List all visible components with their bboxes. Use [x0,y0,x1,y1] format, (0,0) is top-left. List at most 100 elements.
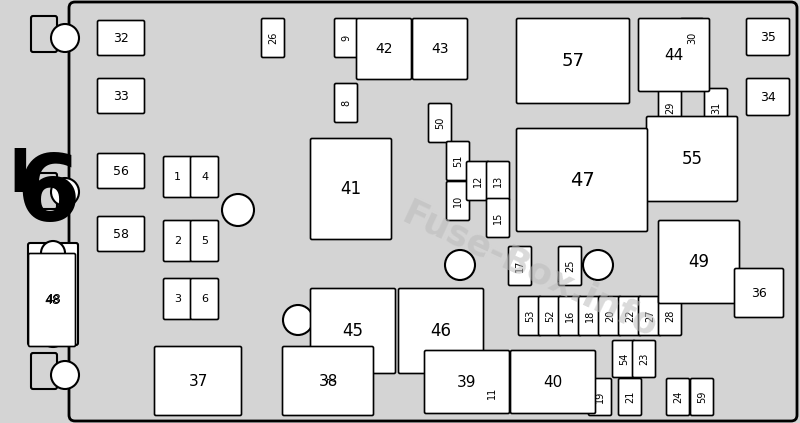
FancyBboxPatch shape [31,173,57,209]
Text: 45: 45 [342,322,363,340]
FancyBboxPatch shape [734,269,783,318]
Text: 42: 42 [375,42,393,56]
Text: 6: 6 [201,294,208,304]
Text: 32: 32 [113,31,129,44]
FancyBboxPatch shape [446,142,470,181]
Text: 13: 13 [493,175,503,187]
FancyBboxPatch shape [98,79,145,113]
FancyBboxPatch shape [598,297,622,335]
Text: 47: 47 [570,170,594,190]
FancyBboxPatch shape [690,379,714,415]
FancyBboxPatch shape [517,129,647,231]
Text: 2: 2 [174,236,181,246]
FancyBboxPatch shape [486,162,510,201]
FancyBboxPatch shape [262,19,285,58]
Text: 38: 38 [318,374,338,388]
Text: 59: 59 [697,391,707,403]
FancyBboxPatch shape [518,297,542,335]
Text: 41: 41 [341,180,362,198]
FancyBboxPatch shape [558,247,582,286]
FancyBboxPatch shape [658,88,682,127]
Text: 5: 5 [201,236,208,246]
FancyBboxPatch shape [310,288,395,374]
Circle shape [41,241,65,265]
FancyBboxPatch shape [486,198,510,237]
Text: 19: 19 [595,391,605,403]
FancyBboxPatch shape [398,288,483,374]
FancyBboxPatch shape [558,297,582,335]
FancyBboxPatch shape [282,346,374,415]
Text: 3: 3 [174,294,181,304]
FancyBboxPatch shape [334,83,358,123]
Text: 28: 28 [665,310,675,322]
Text: 18: 18 [585,310,595,322]
Text: 33: 33 [113,90,129,102]
Text: 37: 37 [188,374,208,388]
Text: 44: 44 [664,47,684,63]
FancyBboxPatch shape [509,247,531,286]
Text: 48: 48 [45,292,61,305]
FancyBboxPatch shape [633,341,655,377]
FancyBboxPatch shape [481,374,503,412]
FancyBboxPatch shape [321,360,343,399]
FancyBboxPatch shape [310,138,391,239]
FancyBboxPatch shape [429,104,451,143]
Text: 22: 22 [625,310,635,322]
FancyBboxPatch shape [646,116,738,201]
Text: 35: 35 [760,30,776,44]
Circle shape [222,194,254,226]
Text: 16: 16 [565,310,575,322]
Text: 50: 50 [435,117,445,129]
FancyBboxPatch shape [154,346,242,415]
FancyBboxPatch shape [190,278,218,319]
Text: 31: 31 [711,102,721,114]
Circle shape [283,305,313,335]
Text: 1: 1 [174,172,181,182]
FancyBboxPatch shape [746,19,790,55]
Circle shape [51,361,79,389]
FancyBboxPatch shape [658,297,682,335]
FancyBboxPatch shape [190,157,218,198]
Text: 51: 51 [453,155,463,167]
Text: 40: 40 [543,374,562,390]
Text: 54: 54 [619,353,629,365]
Text: 10: 10 [453,195,463,207]
Text: 24: 24 [673,391,683,403]
FancyBboxPatch shape [638,19,710,91]
FancyBboxPatch shape [538,297,562,335]
FancyBboxPatch shape [163,157,191,198]
FancyBboxPatch shape [466,162,490,201]
FancyBboxPatch shape [446,181,470,220]
Text: 9: 9 [341,35,351,41]
FancyBboxPatch shape [681,19,703,58]
Text: 6: 6 [16,150,80,240]
Text: 30: 30 [687,32,697,44]
FancyBboxPatch shape [589,379,611,415]
FancyBboxPatch shape [31,353,57,389]
FancyBboxPatch shape [29,253,75,346]
FancyBboxPatch shape [666,379,690,415]
Text: 55: 55 [682,150,702,168]
Text: 27: 27 [645,310,655,322]
Text: 25: 25 [565,260,575,272]
FancyBboxPatch shape [425,351,510,414]
Text: 52: 52 [545,310,555,322]
Text: 57: 57 [562,52,585,70]
Text: Fuse-Box.info: Fuse-Box.info [397,196,663,344]
Text: 23: 23 [639,353,649,365]
FancyBboxPatch shape [413,19,467,80]
Text: 56: 56 [113,165,129,178]
FancyBboxPatch shape [658,220,739,303]
Text: 58: 58 [113,228,129,241]
Text: 36: 36 [751,286,767,299]
Circle shape [51,24,79,52]
Text: 46: 46 [430,322,451,340]
Text: 49: 49 [689,253,710,271]
FancyBboxPatch shape [357,19,411,80]
FancyBboxPatch shape [510,351,595,414]
Text: 53: 53 [525,310,535,322]
FancyBboxPatch shape [190,220,218,261]
Text: 4: 4 [201,172,208,182]
FancyBboxPatch shape [163,220,191,261]
FancyBboxPatch shape [746,79,790,115]
